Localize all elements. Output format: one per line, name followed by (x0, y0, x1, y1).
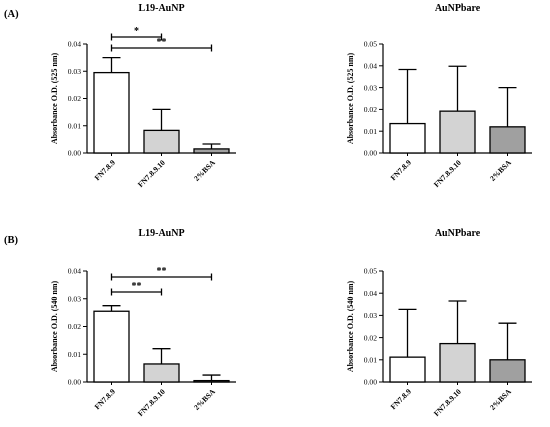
chart-4: AuNPbare Absorbance O.D. (540 nm) 0.00 0.01… (346, 228, 532, 418)
bar (193, 148, 230, 154)
y-tick-label: 0.02 (364, 105, 377, 114)
y-tick-label: 0.01 (364, 127, 377, 136)
bar (143, 363, 180, 383)
bar (389, 122, 426, 154)
y-axis-label: Absorbance O.D. (525 nm) (50, 53, 59, 145)
bar (489, 126, 526, 154)
x-tick-label: FN7.8.9 (389, 387, 413, 411)
significance-label: ** (132, 281, 142, 292)
chart-title: L19-AuNP (138, 228, 184, 239)
x-tick-label: FN7.8.9.10 (136, 158, 167, 189)
bar (389, 356, 426, 383)
y-tick-label: 0.00 (364, 378, 377, 387)
y-tick-label: 0.03 (68, 294, 81, 303)
y-tick-label: 0.01 (68, 350, 81, 359)
y-tick-label: 0.05 (364, 267, 377, 276)
chart-title: AuNPbare (435, 228, 481, 239)
x-tick-label: 2%BSA (192, 387, 217, 412)
x-tick-label: 2%BSA (488, 387, 513, 412)
y-tick-label: 0.00 (68, 378, 81, 387)
significance-label: * (134, 26, 139, 37)
x-tick-label: FN7.8.9 (93, 387, 117, 411)
x-tick-label: FN7.8.9.10 (136, 387, 167, 418)
x-tick-label: FN7.8.9 (93, 158, 117, 182)
bar (439, 110, 476, 154)
y-tick-label: 0.05 (364, 40, 377, 49)
y-tick-label: 0.00 (68, 149, 81, 158)
y-tick-label: 0.03 (68, 67, 81, 76)
panel-label-b: (B) (4, 235, 19, 246)
x-tick-label: FN7.8.9.10 (432, 158, 463, 189)
significance-label: ** (157, 266, 167, 277)
y-axis-label: Absorbance O.D. (525 nm) (346, 53, 355, 145)
x-tick-label: FN7.8.9.10 (432, 387, 463, 418)
bar (93, 71, 130, 154)
y-tick-label: 0.01 (364, 356, 377, 365)
y-tick-label: 0.00 (364, 149, 377, 158)
y-tick-label: 0.04 (68, 40, 81, 49)
y-tick-label: 0.04 (68, 267, 81, 276)
x-tick-label: 2%BSA (192, 158, 217, 183)
panel-label-a: (A) (4, 9, 19, 20)
chart-1: L19-AuNP Absorbance O.D. (525 nm) 0.00 0.01… (50, 3, 236, 189)
bar (193, 379, 230, 383)
x-tick-label: 2%BSA (488, 158, 513, 183)
charts: L19-AuNP Absorbance O.D. (525 nm) 0.00 0.01… (50, 3, 532, 418)
y-tick-label: 0.02 (68, 322, 81, 331)
chart-title: L19-AuNP (138, 3, 184, 14)
y-tick-label: 0.02 (68, 94, 81, 103)
y-axis-label: Absorbance O.D. (540 nm) (346, 281, 355, 373)
y-tick-label: 0.02 (364, 333, 377, 342)
y-tick-label: 0.04 (364, 289, 377, 298)
significance-label: ** (157, 37, 167, 48)
y-tick-label: 0.04 (364, 62, 377, 71)
y-axis-label: Absorbance O.D. (540 nm) (50, 281, 59, 373)
y-tick-label: 0.03 (364, 83, 377, 92)
bar (143, 129, 180, 154)
bar (489, 359, 526, 383)
chart-3: L19-AuNP Absorbance O.D. (540 nm) 0.00 0.01… (50, 228, 236, 418)
chart-title: AuNPbare (435, 3, 481, 14)
y-tick-label: 0.03 (364, 311, 377, 320)
chart-2: AuNPbare Absorbance O.D. (525 nm) 0.00 0.01… (346, 3, 532, 189)
bar (93, 310, 130, 383)
bar (439, 342, 476, 383)
x-tick-label: FN7.8.9 (389, 158, 413, 182)
y-tick-label: 0.01 (68, 121, 81, 130)
